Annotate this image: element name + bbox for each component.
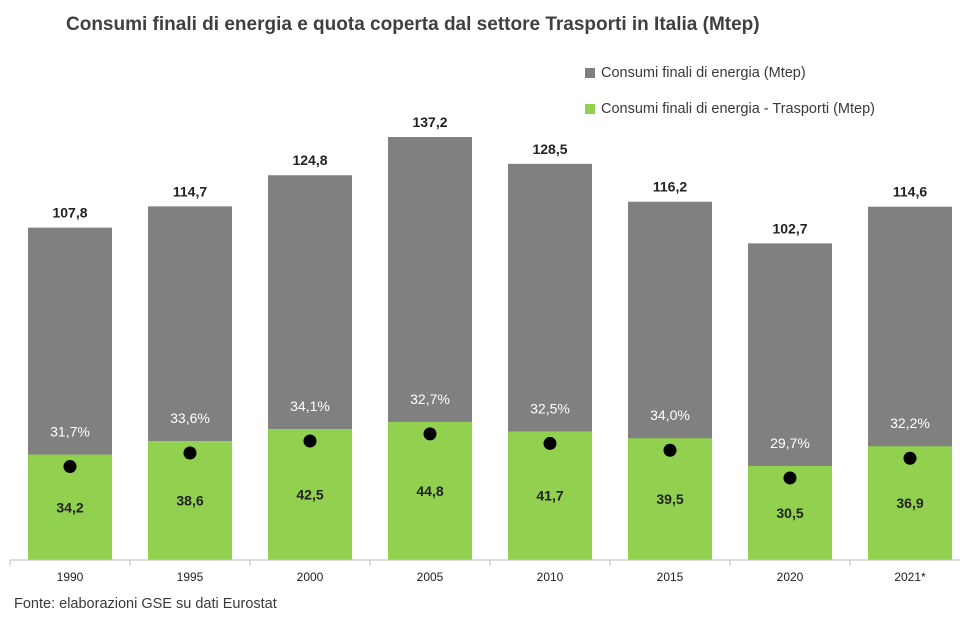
x-tick-label: 2021* bbox=[894, 570, 926, 584]
total-value-label: 116,2 bbox=[653, 179, 687, 195]
bar-transport bbox=[868, 446, 952, 560]
x-tick-label: 2010 bbox=[537, 570, 564, 584]
share-percent-label: 29,7% bbox=[770, 435, 810, 451]
bar-transport bbox=[148, 440, 232, 560]
total-value-label: 114,7 bbox=[173, 183, 207, 199]
bar-transport bbox=[628, 438, 712, 560]
legend: Consumi finali di energia (Mtep) Consumi… bbox=[585, 62, 875, 134]
bar-transport bbox=[508, 431, 592, 560]
transport-value-label: 41,7 bbox=[536, 488, 563, 504]
share-marker bbox=[663, 443, 677, 457]
legend-swatch-total bbox=[585, 68, 595, 78]
chart-title: Consumi finali di energia e quota copert… bbox=[66, 14, 760, 35]
share-marker bbox=[303, 434, 317, 448]
transport-value-label: 30,5 bbox=[776, 505, 803, 521]
share-marker bbox=[903, 451, 917, 465]
transport-value-label: 44,8 bbox=[416, 483, 443, 499]
share-percent-label: 32,7% bbox=[410, 391, 450, 407]
x-tick-label: 2005 bbox=[417, 570, 444, 584]
share-percent-label: 34,1% bbox=[290, 398, 330, 414]
share-percent-label: 34,0% bbox=[650, 407, 690, 423]
transport-value-label: 39,5 bbox=[656, 491, 683, 507]
share-marker bbox=[423, 427, 437, 441]
share-percent-label: 33,6% bbox=[170, 410, 210, 426]
share-percent-label: 32,5% bbox=[530, 400, 570, 416]
total-value-label: 124,8 bbox=[292, 152, 327, 168]
total-value-label: 128,5 bbox=[532, 141, 567, 157]
share-marker bbox=[543, 436, 557, 450]
x-tick-label: 2015 bbox=[657, 570, 684, 584]
total-value-label: 137,2 bbox=[412, 114, 447, 130]
transport-value-label: 34,2 bbox=[56, 499, 83, 515]
transport-value-label: 36,9 bbox=[896, 495, 923, 511]
total-value-label: 107,8 bbox=[52, 205, 87, 221]
source-note: Fonte: elaborazioni GSE su dati Eurostat bbox=[14, 596, 277, 612]
share-percent-label: 31,7% bbox=[50, 424, 90, 440]
transport-value-label: 42,5 bbox=[296, 486, 323, 502]
x-tick-label: 1995 bbox=[177, 570, 204, 584]
bar-transport bbox=[268, 428, 352, 560]
legend-item-transport: Consumi finali di energia - Trasporti (M… bbox=[585, 98, 875, 120]
legend-item-total: Consumi finali di energia (Mtep) bbox=[585, 62, 875, 84]
x-tick-label: 1990 bbox=[57, 570, 84, 584]
transport-value-label: 38,6 bbox=[176, 492, 203, 508]
bar-transport bbox=[388, 421, 472, 560]
total-value-label: 102,7 bbox=[772, 220, 807, 236]
x-tick-label: 2000 bbox=[297, 570, 324, 584]
legend-label-transport: Consumi finali di energia - Trasporti (M… bbox=[601, 101, 875, 117]
legend-label-total: Consumi finali di energia (Mtep) bbox=[601, 65, 806, 81]
share-percent-label: 32,2% bbox=[890, 415, 930, 431]
total-value-label: 114,6 bbox=[893, 184, 927, 200]
legend-swatch-transport bbox=[585, 104, 595, 114]
x-tick-label: 2020 bbox=[777, 570, 804, 584]
share-marker bbox=[63, 460, 77, 474]
share-marker bbox=[183, 446, 197, 460]
share-marker bbox=[783, 471, 797, 485]
